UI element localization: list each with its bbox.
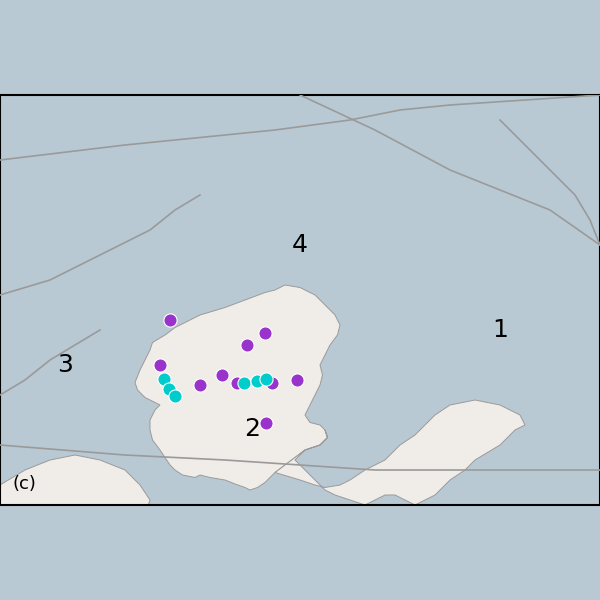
Point [159, 374, 169, 384]
Text: 4: 4 [292, 233, 308, 257]
Point [261, 418, 271, 427]
Point [261, 374, 271, 384]
Point [233, 378, 242, 388]
Point [239, 378, 249, 388]
Point [165, 315, 175, 325]
Point [164, 384, 174, 394]
Point [293, 375, 302, 385]
Text: (c): (c) [12, 475, 36, 493]
Polygon shape [0, 455, 165, 600]
Point [242, 340, 252, 350]
Text: 1: 1 [492, 318, 508, 342]
Text: 2: 2 [244, 416, 260, 440]
Point [155, 360, 165, 370]
Polygon shape [275, 400, 525, 505]
Point [195, 380, 205, 390]
Polygon shape [135, 285, 340, 490]
Text: 3: 3 [57, 353, 73, 377]
Point [260, 328, 270, 337]
Point [268, 378, 277, 388]
Point [170, 391, 180, 401]
Point [218, 370, 227, 380]
Point [253, 376, 262, 386]
